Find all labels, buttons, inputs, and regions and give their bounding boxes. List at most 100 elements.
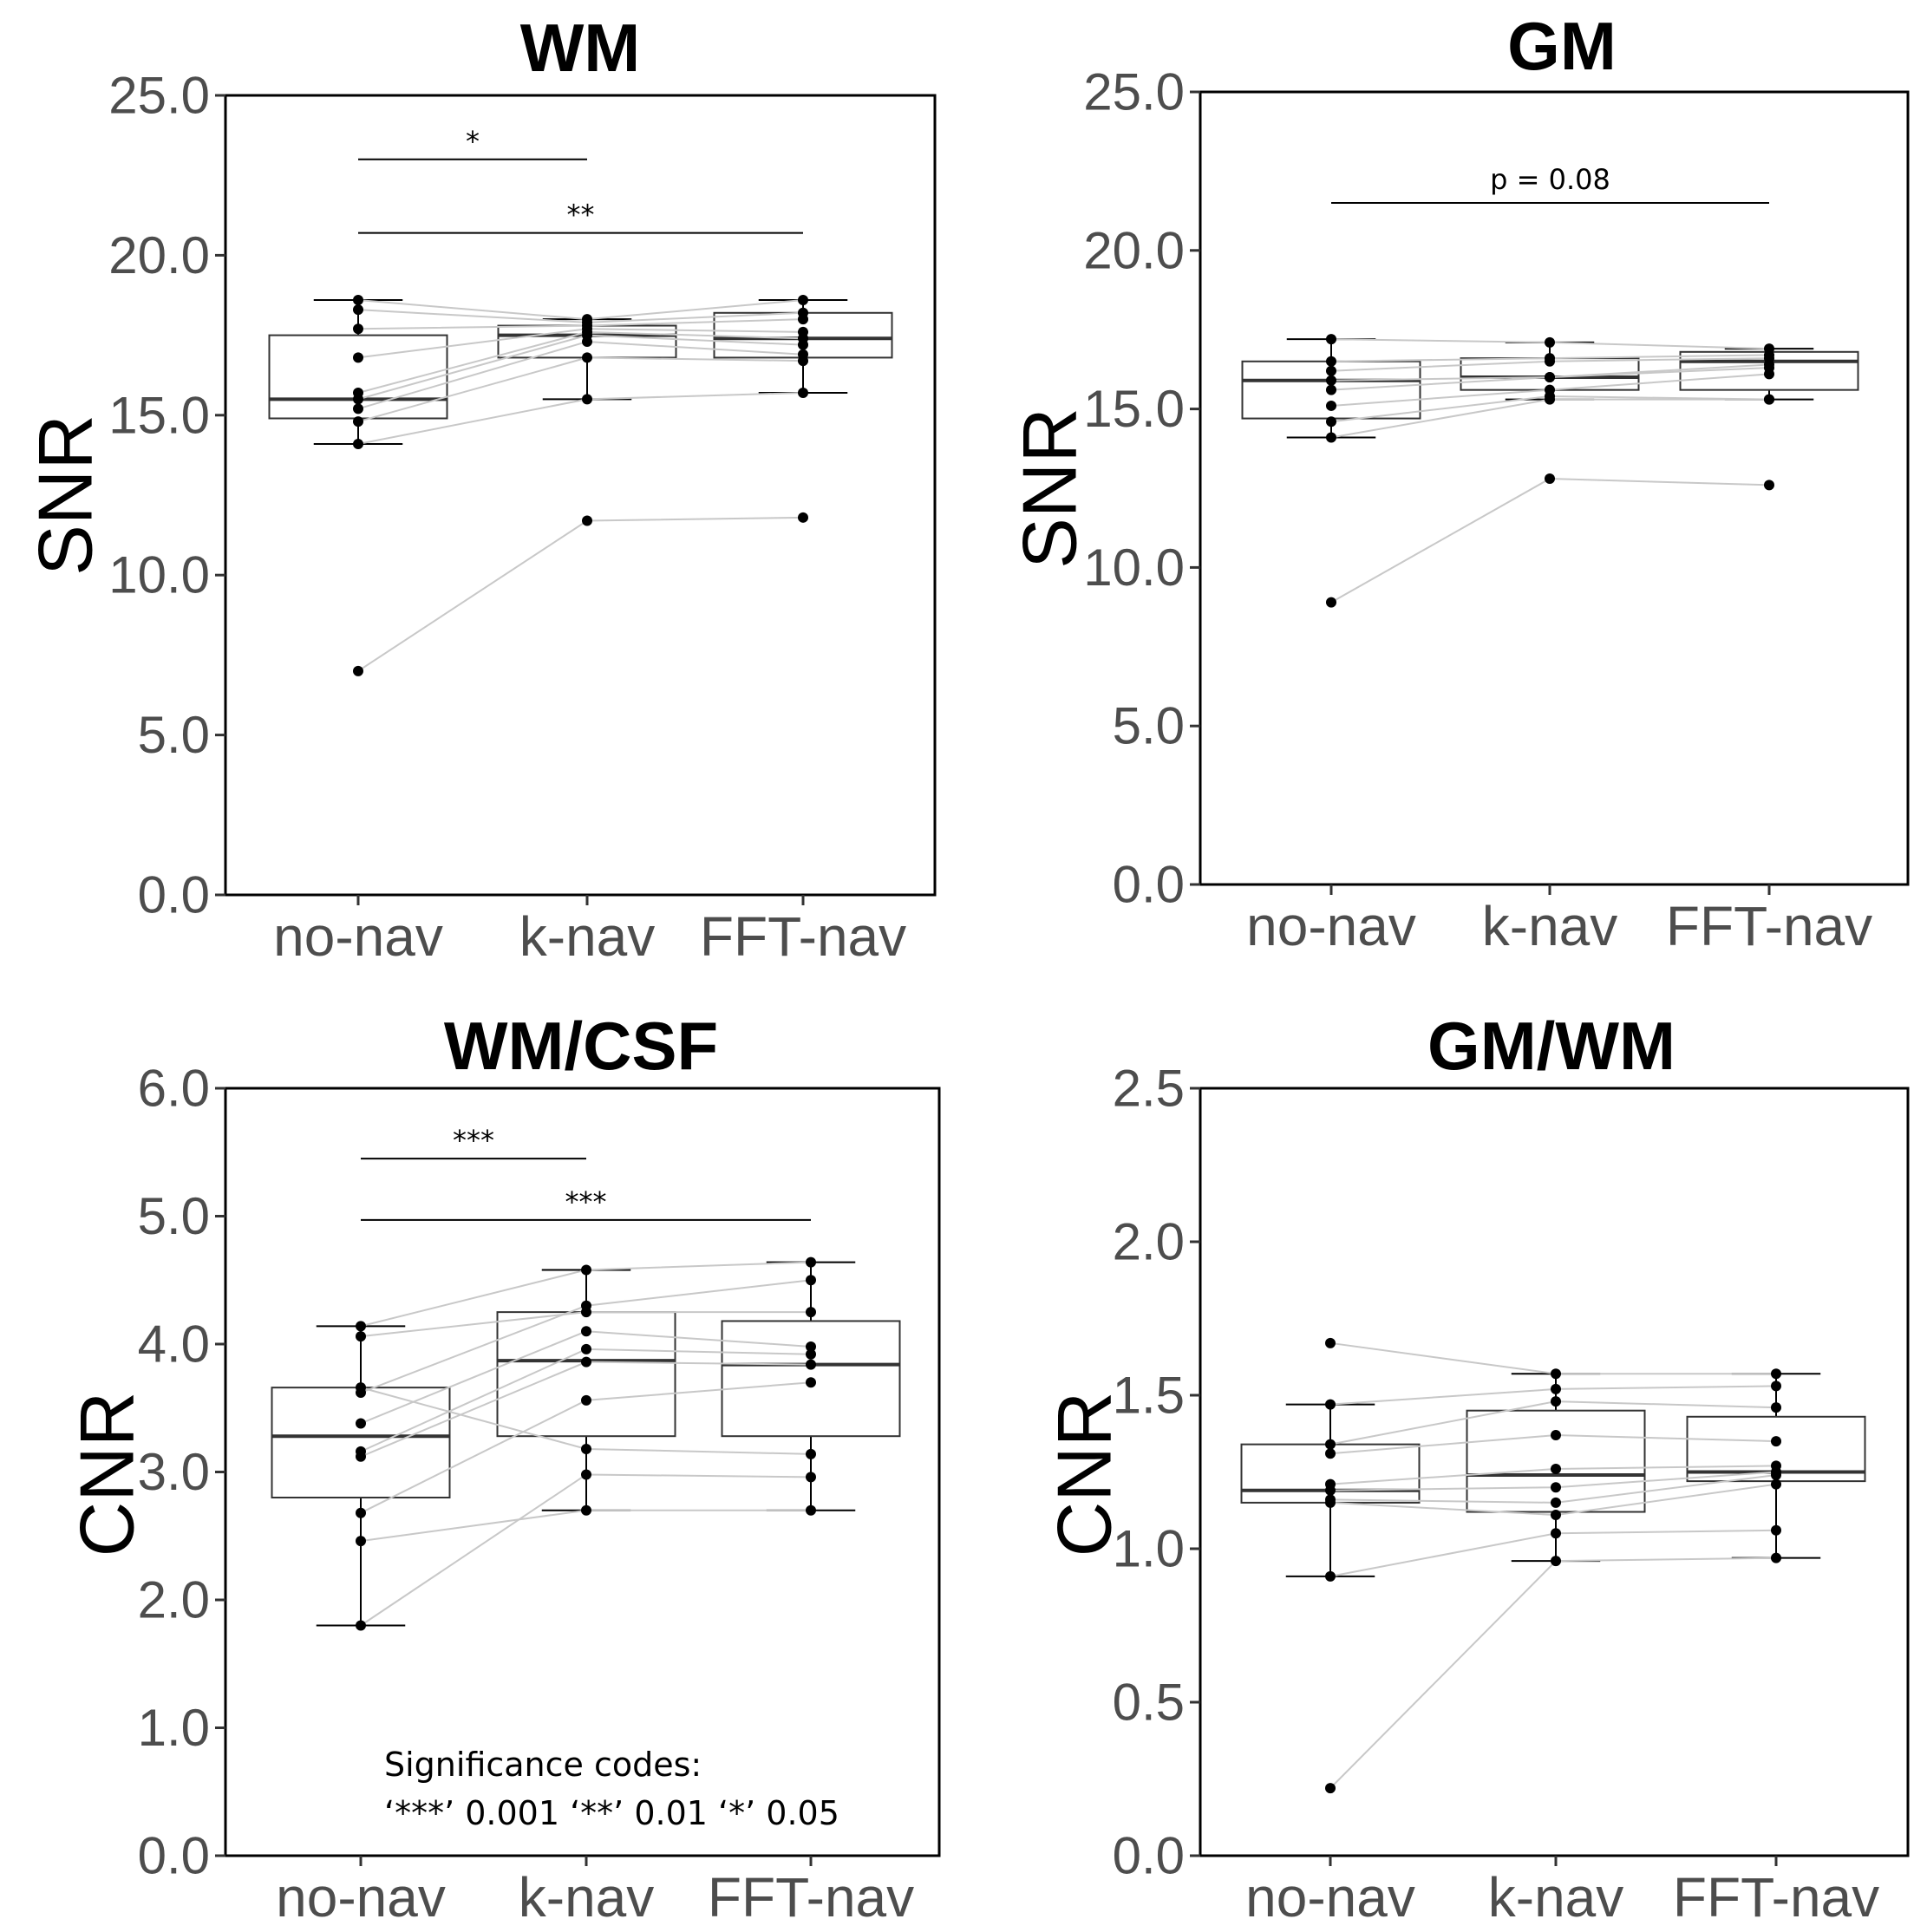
subject-point <box>806 1256 816 1268</box>
subject-point <box>1551 1497 1561 1508</box>
subject-point <box>353 323 363 335</box>
y-tick-label: 10.0 <box>1083 538 1185 597</box>
subject-point <box>1545 353 1555 364</box>
y-tick-label: 6.0 <box>138 1060 210 1118</box>
panel-wm: WM SNR 0.0 5.0 10.0 15.0 20.0 25.0 no-nav k-nav FF… <box>23 10 937 968</box>
significance-label: *** <box>453 1124 494 1157</box>
subject-point <box>798 307 808 318</box>
y-tick-label: 2.0 <box>1113 1213 1185 1271</box>
plot-frame <box>224 94 937 897</box>
subject-point <box>806 1275 816 1286</box>
x-tick-label: k-nav <box>1488 1866 1624 1929</box>
x-tick-label: FFT-nav <box>1666 895 1872 957</box>
subject-point <box>1771 1552 1781 1563</box>
subject-point <box>806 1472 816 1483</box>
x-tick-label: no-nav <box>1246 895 1416 957</box>
subject-point <box>1545 372 1555 383</box>
subject-point <box>356 1507 366 1518</box>
x-tick-label: no-nav <box>1245 1866 1415 1929</box>
box-iqr <box>721 1320 901 1438</box>
subject-point <box>1325 1783 1336 1794</box>
subject-point <box>1325 1399 1336 1410</box>
y-tick-label: 3.0 <box>138 1443 210 1501</box>
subject-point <box>1771 1402 1781 1413</box>
subject-point <box>353 665 363 676</box>
subject-point <box>1551 1396 1561 1407</box>
subject-point <box>353 387 363 398</box>
subject-point <box>806 1341 816 1352</box>
subject-point <box>1326 416 1336 428</box>
chart-title: GM/WM <box>1427 1008 1676 1084</box>
y-tick-label: 0.0 <box>138 1827 210 1885</box>
subject-point <box>1545 384 1555 395</box>
significance-label: p = 0.08 <box>1490 163 1610 196</box>
subject-point <box>1325 1478 1336 1490</box>
y-tick-label: 2.5 <box>1113 1060 1185 1118</box>
x-tick-label: no-nav <box>273 905 443 968</box>
subject-point <box>1325 1570 1336 1582</box>
subject-point <box>582 352 592 363</box>
subject-point <box>1551 1430 1561 1441</box>
significance-label: ** <box>567 199 595 232</box>
subject-point <box>356 1446 366 1457</box>
subject-point <box>353 403 363 414</box>
significance-label: *** <box>565 1185 607 1218</box>
panel-gm: GM SNR 0.0 5.0 10.0 15.0 20.0 25.0 no-nav k-nav FF… <box>1007 8 1910 957</box>
subject-point <box>353 416 363 428</box>
subject-point <box>798 295 808 306</box>
significance-label: * <box>466 125 480 158</box>
y-tick-label: 25.0 <box>108 67 210 125</box>
subject-point <box>1551 1383 1561 1394</box>
subject-point <box>582 394 592 405</box>
chart-title: WM <box>520 10 641 86</box>
y-tick-label: 10.0 <box>108 546 210 604</box>
x-tick-label: no-nav <box>276 1866 446 1929</box>
subject-point <box>581 1469 591 1480</box>
x-tick-label: FFT-nav <box>700 905 906 968</box>
subject-point <box>1771 1368 1781 1380</box>
subject-point <box>806 1377 816 1388</box>
subject-point <box>1771 1460 1781 1472</box>
y-tick-label: 4.0 <box>138 1315 210 1374</box>
subject-point <box>806 1359 816 1370</box>
subject-point <box>1551 1510 1561 1521</box>
subject-point <box>1771 1380 1781 1392</box>
subject-point <box>1326 375 1336 386</box>
subject-point <box>806 1504 816 1516</box>
subject-point <box>1551 1463 1561 1474</box>
subject-point <box>581 1307 591 1318</box>
subject-point <box>582 515 592 526</box>
y-tick-label: 1.5 <box>1113 1367 1185 1425</box>
y-tick-label: 15.0 <box>108 386 210 444</box>
y-tick-label: 2.0 <box>138 1571 210 1629</box>
panel-wm-csf: WM/CSF CNR 0.0 1.0 2.0 3.0 4.0 5.0 6.0 no-nav k-na… <box>64 1008 941 1929</box>
subject-point <box>356 1620 366 1631</box>
y-axis-label: SNR <box>1007 408 1093 569</box>
subject-point <box>806 1307 816 1318</box>
subject-point <box>1764 480 1774 491</box>
panel-gm-wm: GM/WM CNR 0.0 0.5 1.0 1.5 2.0 2.5 no-nav k-nav FFT… <box>1042 1008 1910 1929</box>
subject-point <box>356 1418 366 1429</box>
significance-codes-values: ‘***’ 0.001 ‘**’ 0.01 ‘*’ 0.05 <box>384 1794 839 1832</box>
subject-point <box>581 1356 591 1367</box>
subject-point <box>1551 1556 1561 1567</box>
subject-point <box>353 352 363 363</box>
y-tick-label: 0.5 <box>1113 1674 1185 1732</box>
subject-point <box>581 1504 591 1516</box>
significance-codes-title: Significance codes: <box>384 1746 702 1784</box>
chart-title: GM <box>1507 8 1617 84</box>
subject-point <box>1551 1368 1561 1380</box>
y-axis-label: CNR <box>1042 1392 1127 1557</box>
subject-point <box>1325 1448 1336 1459</box>
subject-point <box>1326 334 1336 345</box>
subject-point <box>1764 343 1774 355</box>
subject-point <box>356 1536 366 1547</box>
x-tick-label: k-nav <box>519 905 656 968</box>
x-tick-label: k-nav <box>519 1866 655 1929</box>
subject-point <box>1326 356 1336 367</box>
subject-point <box>1326 400 1336 411</box>
subject-point <box>798 349 808 360</box>
y-tick-label: 0.0 <box>1113 856 1185 914</box>
y-tick-label: 15.0 <box>1083 380 1185 438</box>
